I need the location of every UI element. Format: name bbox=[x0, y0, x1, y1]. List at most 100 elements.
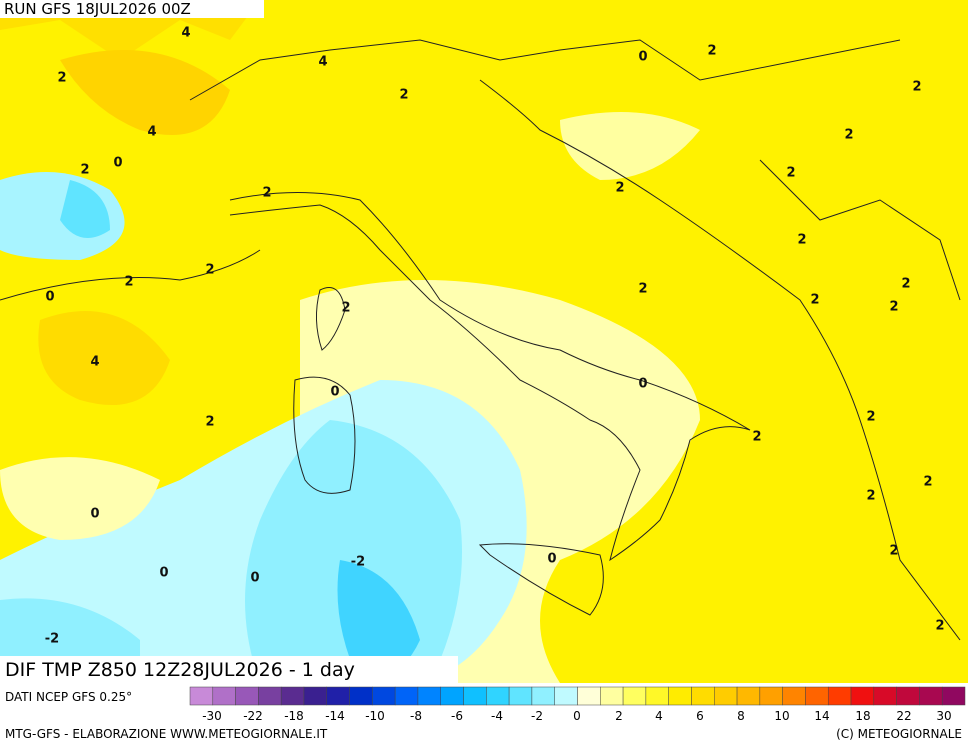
contour-label: 2 bbox=[912, 80, 921, 95]
contour-label: 0 bbox=[638, 377, 647, 392]
colorbar-swatch bbox=[417, 686, 441, 706]
colorbar-swatch bbox=[349, 686, 373, 706]
contour-label: 2 bbox=[57, 71, 66, 86]
colorbar-swatch bbox=[759, 686, 783, 706]
contour-label: 2 bbox=[262, 186, 271, 201]
contour-label: -2 bbox=[45, 632, 59, 647]
contour-label: 2 bbox=[889, 300, 898, 315]
contour-label: 2 bbox=[80, 163, 89, 178]
colorbar-swatch bbox=[782, 686, 806, 706]
colorbar-swatch bbox=[189, 686, 214, 706]
contour-label: 0 bbox=[330, 385, 339, 400]
colorbar-tick-label: -18 bbox=[284, 709, 304, 723]
contour-label: 4 bbox=[181, 26, 190, 41]
colorbar-swatch bbox=[326, 686, 350, 706]
contour-label: 0 bbox=[159, 566, 168, 581]
colorbar-swatch bbox=[303, 686, 328, 706]
contour-label: 0 bbox=[638, 50, 647, 65]
colorbar-swatch bbox=[668, 686, 692, 706]
contour-label: 2 bbox=[866, 410, 875, 425]
contour-label: 2 bbox=[786, 166, 795, 181]
map-field bbox=[0, 0, 968, 683]
contour-label: 0 bbox=[113, 156, 122, 171]
colorbar-tick-label: 0 bbox=[573, 709, 581, 723]
contour-label: 2 bbox=[923, 475, 932, 490]
contour-label: 4 bbox=[90, 355, 99, 370]
colorbar-tick-label: 4 bbox=[655, 709, 663, 723]
colorbar-swatch bbox=[440, 686, 464, 706]
colorbar-tick-label: 2 bbox=[615, 709, 623, 723]
colorbar-swatch bbox=[896, 686, 920, 706]
colorbar-tick-label: 14 bbox=[814, 709, 829, 723]
colorbar-swatch bbox=[463, 686, 487, 706]
contour-label: 2 bbox=[844, 128, 853, 143]
contour-label: 2 bbox=[124, 275, 133, 290]
colorbar-swatch bbox=[258, 686, 282, 706]
colorbar-swatch bbox=[372, 686, 396, 706]
colorbar-swatch bbox=[714, 686, 738, 706]
contour-label: 2 bbox=[810, 293, 819, 308]
colorbar-swatch bbox=[645, 686, 669, 706]
run-label: RUN GFS 18JUL2026 00Z bbox=[4, 0, 191, 18]
caption: DIF TMP Z850 12Z28JUL2026 - 1 day bbox=[5, 659, 355, 681]
footer-right: (C) METEOGIORNALE bbox=[836, 727, 962, 741]
colorbar-swatch bbox=[531, 686, 555, 706]
footer-left: MTG-GFS - ELABORAZIONE WWW.METEOGIORNALE… bbox=[5, 727, 328, 741]
colorbar-swatch bbox=[280, 686, 305, 706]
contour-label: 2 bbox=[752, 430, 761, 445]
header-box bbox=[0, 0, 264, 18]
source: DATI NCEP GFS 0.25° bbox=[5, 690, 132, 704]
contour-label: 2 bbox=[889, 544, 898, 559]
colorbar-tick-label: -22 bbox=[243, 709, 263, 723]
contour-label: 0 bbox=[90, 507, 99, 522]
colorbar-tick-label: -30 bbox=[202, 709, 222, 723]
contour-label: 2 bbox=[638, 282, 647, 297]
contour-label: 2 bbox=[707, 44, 716, 59]
colorbar-swatch bbox=[577, 686, 601, 706]
colorbar-swatch bbox=[736, 686, 761, 706]
contour-label: 0 bbox=[547, 552, 556, 567]
colorbar-swatch bbox=[827, 686, 852, 706]
colorbar-swatch bbox=[212, 686, 236, 706]
contour-label: 2 bbox=[205, 263, 214, 278]
contour-label: 0 bbox=[45, 290, 54, 305]
colorbar-swatch bbox=[873, 686, 897, 706]
colorbar-swatch bbox=[941, 686, 966, 706]
contour-label: 2 bbox=[901, 277, 910, 292]
colorbar-swatch bbox=[394, 686, 419, 706]
colorbar-swatch bbox=[805, 686, 829, 706]
colorbar-swatch bbox=[600, 686, 624, 706]
contour-label: 2 bbox=[935, 619, 944, 634]
contour-label: 4 bbox=[318, 55, 327, 70]
caption-box bbox=[0, 656, 458, 683]
colorbar-swatch bbox=[508, 686, 533, 706]
colorbar-tick-label: 6 bbox=[696, 709, 704, 723]
colorbar-tick-label: 30 bbox=[936, 709, 951, 723]
colorbar-swatch bbox=[554, 686, 578, 706]
colorbar-tick-label: 8 bbox=[737, 709, 745, 723]
contour-label: 2 bbox=[399, 88, 408, 103]
contour-label: 2 bbox=[866, 489, 875, 504]
colorbar-tick-label: 10 bbox=[774, 709, 789, 723]
colorbar-swatch bbox=[235, 686, 259, 706]
contour-label: 2 bbox=[797, 233, 806, 248]
colorbar-tick-label: -14 bbox=[325, 709, 345, 723]
colorbar-tick-label: -10 bbox=[365, 709, 385, 723]
colorbar-tick-label: -8 bbox=[410, 709, 422, 723]
colorbar-swatch bbox=[919, 686, 943, 706]
colorbar-tick-label: -2 bbox=[531, 709, 543, 723]
colorbar-tick-label: -6 bbox=[451, 709, 463, 723]
coastlines bbox=[0, 39, 961, 641]
colorbar-swatch bbox=[486, 686, 510, 706]
colorbar bbox=[189, 686, 966, 706]
colorbar-ticks: -30 -22 -18 -14 -10 -8 -6 -4 -2 0 2 4 6 8 10 14 18 22 30 bbox=[202, 709, 951, 723]
contour-label: 2 bbox=[205, 415, 214, 430]
colorbar-tick-label: 18 bbox=[855, 709, 870, 723]
colorbar-tick-label: -4 bbox=[491, 709, 503, 723]
contour-label: 4 bbox=[147, 125, 156, 140]
contour-label: 0 bbox=[250, 571, 259, 586]
colorbar-tick-label: 22 bbox=[896, 709, 911, 723]
